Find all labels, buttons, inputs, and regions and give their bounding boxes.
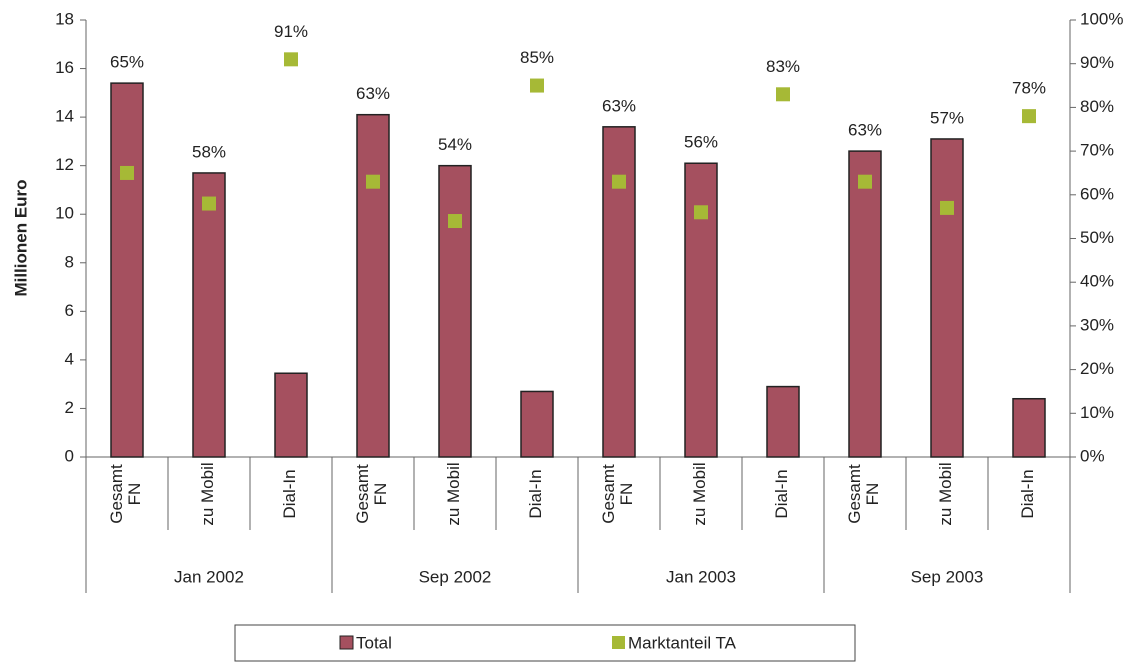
data-label: 58% — [192, 142, 226, 161]
data-label: 56% — [684, 133, 718, 152]
y-tick-label: 16 — [55, 58, 74, 77]
bar — [356, 113, 390, 458]
data-label: 65% — [110, 53, 144, 72]
bar — [848, 150, 882, 458]
bar — [110, 82, 144, 458]
y-tick-label: 18 — [55, 9, 74, 28]
y-tick-label: 0 — [65, 446, 74, 465]
x-tick-label: GesamtFN — [599, 464, 636, 524]
data-label: 91% — [274, 22, 308, 41]
legend-label: Marktanteil TA — [628, 633, 737, 652]
bar — [438, 164, 472, 458]
x-tick-label: GesamtFN — [353, 464, 390, 524]
group-label: Jan 2002 — [174, 567, 244, 586]
y-tick-label: 10 — [55, 204, 74, 223]
marker — [530, 78, 544, 93]
x-tick-label: zu Mobil — [690, 462, 709, 525]
x-tick-label: Dial-In — [1018, 469, 1037, 518]
y2-tick-label: 60% — [1080, 184, 1114, 203]
y2-tick-label: 20% — [1080, 359, 1114, 378]
marker — [940, 200, 954, 215]
x-tick-label: zu Mobil — [936, 462, 955, 525]
marker — [284, 52, 298, 67]
x-tick-label: zu Mobil — [198, 462, 217, 525]
marker — [858, 174, 872, 189]
legend-box — [234, 624, 856, 662]
data-label: 57% — [930, 108, 964, 127]
bar — [192, 172, 226, 458]
bar — [766, 385, 800, 458]
marker — [120, 165, 134, 180]
marker — [202, 196, 216, 211]
data-label: 63% — [848, 121, 882, 140]
x-tick-label: zu Mobil — [444, 462, 463, 525]
y2-tick-label: 30% — [1080, 315, 1114, 334]
y-tick-label: 14 — [55, 107, 74, 126]
bar — [274, 372, 308, 458]
y2-tick-label: 40% — [1080, 272, 1114, 291]
legend-label: Total — [356, 633, 392, 652]
data-label: 78% — [1012, 79, 1046, 98]
data-label: 63% — [356, 84, 390, 103]
x-tick-label: Dial-In — [772, 469, 791, 518]
bar — [1012, 397, 1046, 458]
bar — [684, 162, 718, 458]
marker — [1022, 109, 1036, 124]
marker — [694, 205, 708, 220]
x-tick-label: GesamtFN — [107, 464, 144, 524]
group-label: Sep 2003 — [911, 567, 984, 586]
y-tick-label: 2 — [65, 398, 74, 417]
y-tick-label: 6 — [65, 301, 74, 320]
marker — [366, 174, 380, 189]
x-tick-label: Dial-In — [280, 469, 299, 518]
y-tick-label: 12 — [55, 155, 74, 174]
x-tick-label: GesamtFN — [845, 464, 882, 524]
y-tick-label: 4 — [65, 349, 74, 368]
data-label: 63% — [602, 96, 636, 115]
x-tick-label: Dial-In — [526, 469, 545, 518]
group-label: Sep 2002 — [419, 567, 492, 586]
marker — [612, 174, 626, 189]
bar — [520, 390, 554, 458]
y2-tick-label: 10% — [1080, 403, 1114, 422]
group-label: Jan 2003 — [666, 567, 736, 586]
y2-tick-label: 100% — [1080, 9, 1123, 28]
y2-tick-label: 0% — [1080, 446, 1105, 465]
legend-swatch — [612, 636, 625, 649]
y2-tick-label: 80% — [1080, 97, 1114, 116]
marker — [776, 87, 790, 102]
marker — [448, 214, 462, 229]
y-axis-label: Millionen Euro — [11, 179, 30, 296]
y2-tick-label: 90% — [1080, 53, 1114, 72]
data-label: 83% — [766, 57, 800, 76]
data-label: 85% — [520, 48, 554, 67]
data-label: 54% — [438, 135, 472, 154]
y-tick-label: 8 — [65, 252, 74, 271]
legend-swatch — [339, 635, 354, 650]
y2-tick-label: 70% — [1080, 141, 1114, 160]
bar — [930, 138, 964, 458]
y2-tick-label: 50% — [1080, 228, 1114, 247]
